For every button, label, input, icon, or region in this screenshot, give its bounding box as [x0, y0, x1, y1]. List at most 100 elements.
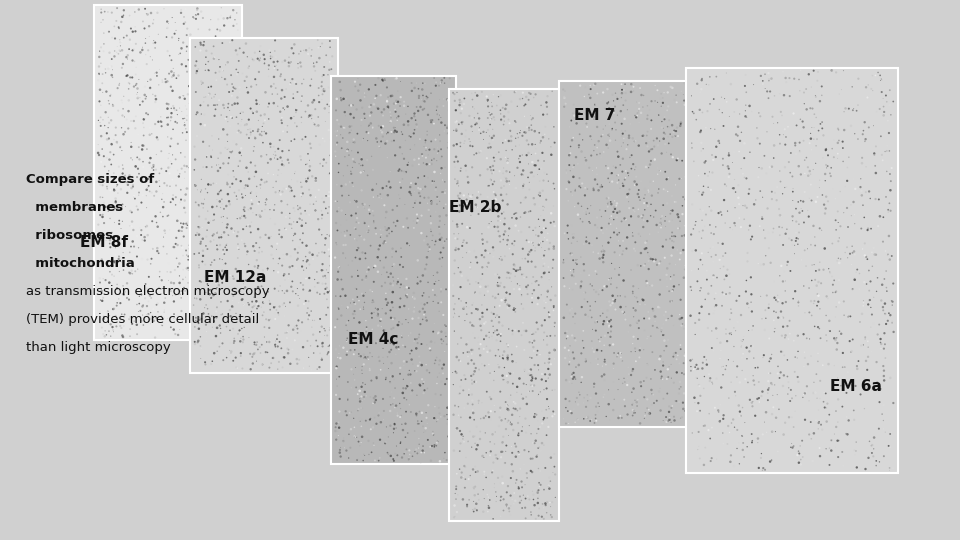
Point — [198, 241, 213, 250]
Point — [419, 146, 434, 155]
Point — [240, 180, 255, 189]
Point — [226, 62, 241, 71]
Point — [447, 401, 463, 410]
Point — [788, 150, 804, 158]
Point — [511, 266, 526, 274]
Point — [856, 404, 872, 413]
Point — [564, 239, 579, 247]
Point — [375, 395, 391, 403]
Point — [415, 105, 430, 114]
Point — [696, 237, 711, 245]
Point — [232, 327, 248, 336]
Point — [843, 312, 858, 321]
Point — [496, 294, 512, 303]
Point — [139, 284, 155, 293]
Point — [615, 154, 631, 163]
Point — [384, 127, 399, 136]
Point — [378, 374, 394, 382]
Point — [745, 436, 760, 445]
Point — [220, 137, 235, 146]
Point — [468, 89, 483, 97]
Point — [501, 108, 516, 117]
Point — [494, 448, 510, 456]
Point — [375, 132, 391, 141]
Point — [213, 219, 228, 228]
Point — [730, 426, 745, 434]
Point — [95, 274, 110, 283]
Point — [617, 377, 633, 386]
Point — [237, 239, 252, 248]
Point — [223, 312, 238, 321]
Point — [468, 253, 484, 261]
Point — [329, 382, 345, 390]
Point — [472, 427, 488, 436]
Point — [849, 106, 864, 115]
Point — [91, 177, 107, 186]
Point — [273, 72, 288, 80]
Point — [500, 300, 516, 309]
Point — [426, 430, 442, 439]
Point — [105, 65, 120, 74]
Point — [656, 201, 671, 210]
Point — [202, 141, 217, 150]
Point — [347, 113, 362, 122]
Point — [340, 318, 355, 327]
Point — [846, 174, 861, 183]
Point — [754, 260, 769, 269]
Point — [876, 366, 892, 375]
Point — [459, 302, 474, 311]
Point — [465, 204, 480, 213]
Point — [716, 122, 732, 130]
Point — [654, 327, 669, 336]
Point — [360, 136, 375, 145]
Point — [149, 218, 164, 227]
Point — [797, 348, 812, 356]
Point — [583, 394, 598, 402]
Point — [419, 316, 434, 325]
Point — [519, 236, 535, 245]
Point — [176, 19, 191, 28]
Point — [486, 246, 501, 255]
Point — [226, 138, 241, 146]
Point — [679, 149, 694, 158]
Point — [751, 109, 766, 117]
Point — [495, 438, 511, 447]
Point — [427, 359, 443, 368]
Point — [123, 269, 138, 278]
Point — [831, 327, 847, 335]
Point — [537, 157, 552, 165]
Point — [397, 448, 413, 457]
Point — [214, 195, 229, 204]
Point — [457, 404, 472, 413]
Point — [632, 105, 647, 113]
Point — [517, 361, 533, 369]
Point — [614, 414, 630, 422]
Point — [636, 393, 652, 402]
Point — [399, 214, 415, 222]
Point — [323, 261, 338, 270]
Point — [516, 112, 532, 120]
Point — [203, 286, 218, 295]
Point — [328, 239, 344, 247]
Point — [393, 319, 408, 327]
Point — [323, 247, 338, 255]
Point — [666, 271, 682, 279]
Point — [266, 206, 281, 214]
Point — [493, 191, 509, 199]
Point — [220, 302, 235, 310]
Point — [228, 175, 244, 184]
Point — [330, 303, 346, 312]
Point — [833, 329, 849, 338]
Point — [566, 111, 582, 120]
Point — [609, 201, 624, 210]
Point — [139, 9, 155, 18]
Point — [677, 231, 692, 240]
Point — [717, 94, 732, 103]
Point — [492, 238, 508, 246]
Point — [804, 297, 819, 306]
Point — [200, 100, 215, 109]
Point — [520, 250, 536, 259]
Point — [306, 96, 322, 104]
Point — [398, 275, 414, 284]
Point — [206, 230, 222, 239]
